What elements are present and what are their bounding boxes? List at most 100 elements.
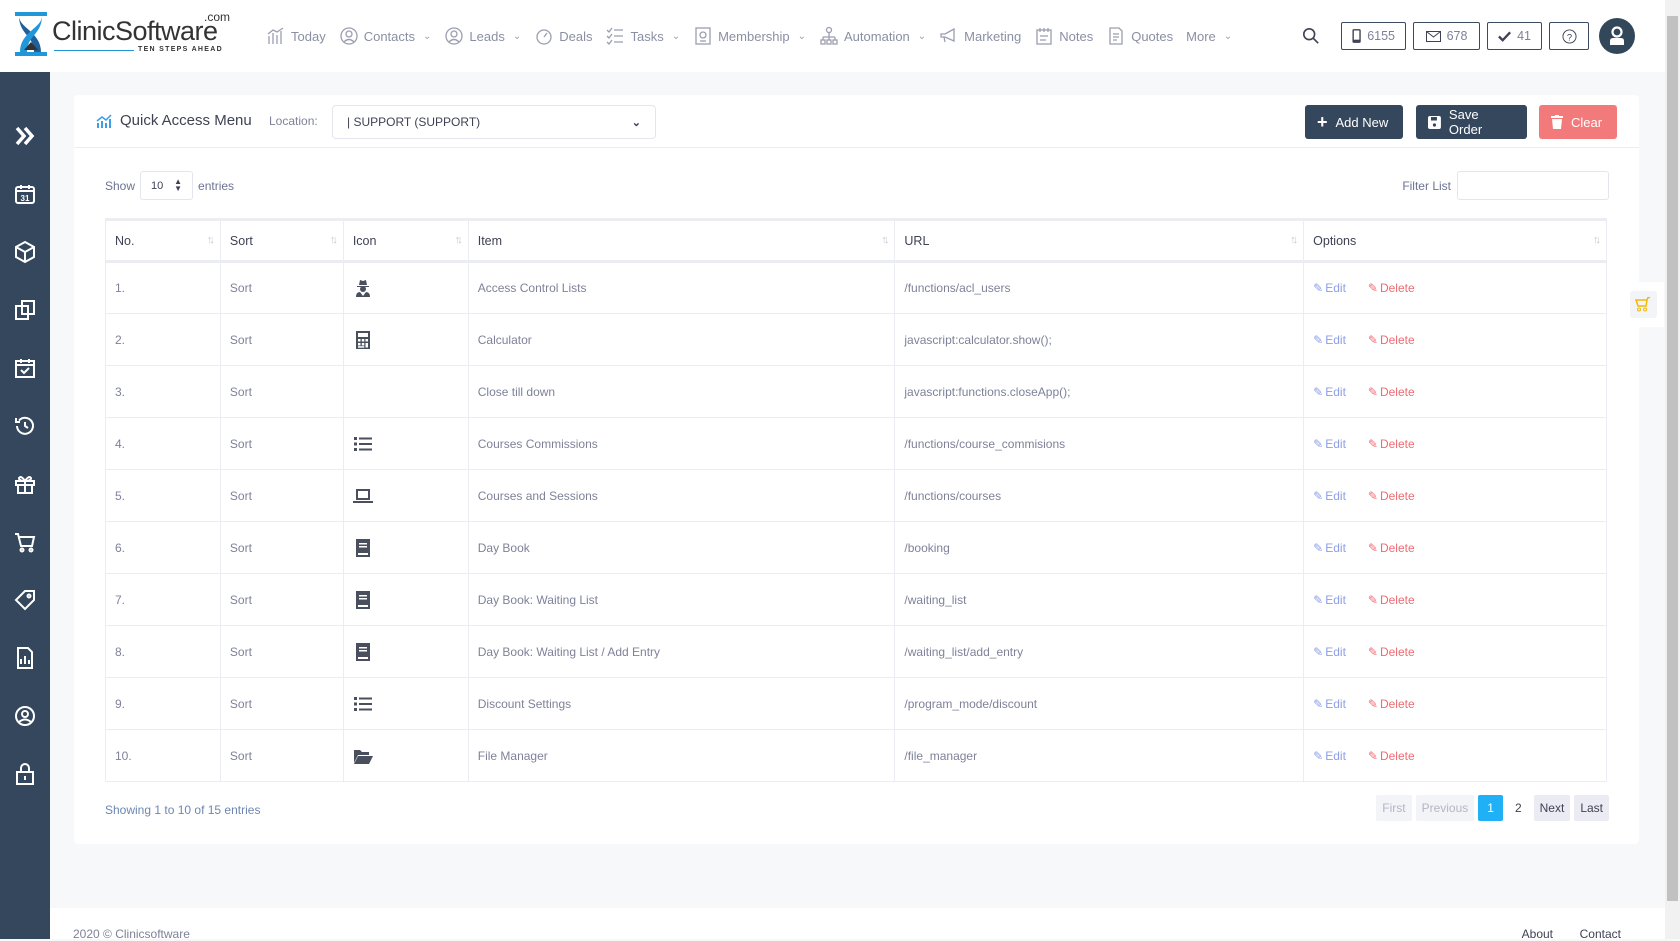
filter-input[interactable] xyxy=(1457,171,1609,200)
delete-link[interactable]: ✎ Delete xyxy=(1368,385,1415,399)
pagination-page-1[interactable]: 1 xyxy=(1478,795,1503,821)
clear-button[interactable]: Clear xyxy=(1539,105,1617,139)
cell-sort[interactable]: Sort xyxy=(219,365,344,418)
delete-link[interactable]: ✎ Delete xyxy=(1368,697,1415,711)
column-header-item[interactable]: Item ↑↓ xyxy=(467,218,896,263)
edit-link[interactable]: ✎ Edit xyxy=(1313,697,1346,711)
delete-link[interactable]: ✎ Delete xyxy=(1368,749,1415,763)
cell-sort[interactable]: Sort xyxy=(219,625,344,678)
delete-link[interactable]: ✎ Delete xyxy=(1368,541,1415,555)
delete-label: Delete xyxy=(1379,332,1415,347)
nav-item-automation[interactable]: Automation ⌄ xyxy=(819,26,926,46)
entries-per-page-select[interactable]: 10 ▲ ▼ xyxy=(140,171,194,200)
location-label: Location: xyxy=(269,114,318,128)
table-row: 6. Sort Day Book /booking ✎ Edit ✎ Delete xyxy=(105,521,1607,574)
delete-link[interactable]: ✎ Delete xyxy=(1368,281,1415,295)
help-button[interactable]: ? xyxy=(1549,22,1589,50)
nav-item-leads[interactable]: Leads ⌄ xyxy=(444,26,521,46)
sidebar-item-history[interactable] xyxy=(12,413,38,439)
pagination-last[interactable]: Last xyxy=(1574,795,1609,821)
edit-link[interactable]: ✎ Edit xyxy=(1313,489,1346,503)
hourglass-logo-icon xyxy=(15,12,47,56)
book-icon xyxy=(355,642,370,661)
sidebar-item-copy[interactable] xyxy=(12,297,38,323)
delete-link[interactable]: ✎ Delete xyxy=(1368,645,1415,659)
cell-sort[interactable]: Sort xyxy=(219,521,344,574)
cell-sort[interactable]: Sort xyxy=(219,261,344,314)
column-header-label: No. xyxy=(115,233,135,248)
pagination-first[interactable]: First xyxy=(1376,795,1412,821)
location-select[interactable]: | SUPPORT (SUPPORT) ⌄ xyxy=(332,105,656,139)
nav-item-contacts[interactable]: Contacts ⌄ xyxy=(339,26,431,46)
floating-cart-button[interactable] xyxy=(1622,282,1664,327)
clinicsoftware-logo[interactable]: ClinicSoftware .com TEN STEPS AHEAD xyxy=(14,10,236,58)
nav-item-notes[interactable]: Notes xyxy=(1034,26,1093,46)
sidebar-item-tags[interactable] xyxy=(12,587,38,613)
nav-item-today[interactable]: Today xyxy=(266,26,326,46)
column-header-sort[interactable]: Sort ↑↓ xyxy=(219,218,344,263)
edit-icon: ✎ xyxy=(1313,384,1324,399)
mail-counter-button[interactable]: 678 xyxy=(1413,22,1480,50)
delete-link[interactable]: ✎ Delete xyxy=(1368,437,1415,451)
sidebar-item-cart[interactable] xyxy=(12,529,38,555)
delete-link[interactable]: ✎ Delete xyxy=(1368,593,1415,607)
list-icon xyxy=(353,696,372,711)
user-avatar[interactable] xyxy=(1599,18,1635,54)
nav-item-quotes[interactable]: Quotes xyxy=(1106,26,1173,46)
cell-item: Calculator xyxy=(467,313,896,366)
sidebar-item-chevrons-right[interactable] xyxy=(12,123,38,149)
quick-access-card: Quick Access Menu Location: | SUPPORT (S… xyxy=(74,95,1639,844)
nav-item-deals[interactable]: Deals xyxy=(534,26,592,46)
top-header: ClinicSoftware .com TEN STEPS AHEAD Toda… xyxy=(0,0,1665,72)
column-header-no[interactable]: No. ↑↓ xyxy=(105,218,221,263)
sidebar-item-box[interactable] xyxy=(12,239,38,265)
cell-sort[interactable]: Sort xyxy=(219,729,344,782)
edit-icon: ✎ xyxy=(1313,332,1324,347)
column-header-icon[interactable]: Icon ↑↓ xyxy=(342,218,469,263)
sidebar-item-lock[interactable] xyxy=(12,761,38,787)
footer-about-link[interactable]: About xyxy=(1521,927,1553,941)
sidebar-item-calendar[interactable]: 31 xyxy=(12,181,38,207)
sidebar-item-gift[interactable] xyxy=(12,471,38,497)
edit-link[interactable]: ✎ Edit xyxy=(1313,281,1346,295)
cell-sort[interactable]: Sort xyxy=(219,677,344,730)
plus-icon: + xyxy=(1317,112,1328,132)
delete-link[interactable]: ✎ Delete xyxy=(1368,489,1415,503)
page-scrollbar[interactable] xyxy=(1665,0,1680,939)
edit-link[interactable]: ✎ Edit xyxy=(1313,593,1346,607)
sidebar-item-calendar-check[interactable] xyxy=(12,355,38,381)
nav-item-more[interactable]: More ⌄ xyxy=(1186,29,1232,44)
cell-sort[interactable]: Sort xyxy=(219,573,344,626)
edit-link[interactable]: ✎ Edit xyxy=(1313,645,1346,659)
add-new-button[interactable]: + Add New xyxy=(1305,105,1403,139)
save-order-button[interactable]: Save Order xyxy=(1416,105,1527,139)
sidebar-item-report[interactable] xyxy=(12,645,38,671)
nav-item-membership[interactable]: Membership ⌄ xyxy=(693,26,806,46)
pagination-previous[interactable]: Previous xyxy=(1415,795,1475,821)
scrollbar-thumb[interactable] xyxy=(1667,16,1678,901)
nav-item-tasks[interactable]: Tasks ⌄ xyxy=(605,26,680,46)
sms-counter-button[interactable]: 6155 xyxy=(1341,22,1406,50)
edit-link[interactable]: ✎ Edit xyxy=(1313,541,1346,555)
cell-url: /program_mode/discount xyxy=(894,677,1305,730)
cell-sort[interactable]: Sort xyxy=(219,417,344,470)
delete-link[interactable]: ✎ Delete xyxy=(1368,333,1415,347)
edit-link[interactable]: ✎ Edit xyxy=(1313,385,1346,399)
column-header-options[interactable]: Options ↑↓ xyxy=(1303,218,1607,263)
pagination-next[interactable]: Next xyxy=(1533,795,1571,821)
pagination-page-2[interactable]: 2 xyxy=(1514,801,1522,815)
nav-item-marketing[interactable]: Marketing xyxy=(939,26,1021,46)
cell-no: 1. xyxy=(105,261,221,314)
sidebar-item-user-circle[interactable] xyxy=(12,703,38,729)
cell-sort[interactable]: Sort xyxy=(219,313,344,366)
quick-access-table: No. ↑↓ Sort ↑↓ Icon ↑↓ Item ↑↓ URL ↑↓ Options ↑↓ 1.… xyxy=(105,218,1607,782)
user-circle-icon xyxy=(15,706,35,726)
edit-link[interactable]: ✎ Edit xyxy=(1313,749,1346,763)
footer-contact-link[interactable]: Contact xyxy=(1579,927,1621,941)
cell-sort[interactable]: Sort xyxy=(219,469,344,522)
edit-link[interactable]: ✎ Edit xyxy=(1313,333,1346,347)
edit-link[interactable]: ✎ Edit xyxy=(1313,437,1346,451)
search-icon[interactable] xyxy=(1302,27,1320,45)
tasks-counter-button[interactable]: 41 xyxy=(1487,22,1542,50)
column-header-url[interactable]: URL ↑↓ xyxy=(894,218,1305,263)
